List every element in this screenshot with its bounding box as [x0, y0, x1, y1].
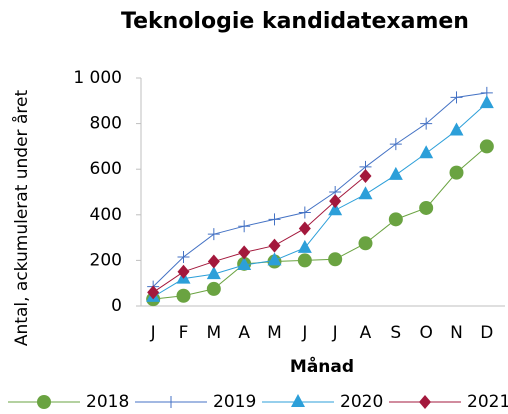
y-tick-label: 800: [90, 114, 122, 134]
data-point: [359, 169, 372, 184]
x-tick-label: J: [150, 323, 156, 343]
data-point: [328, 252, 343, 267]
data-point: [358, 186, 373, 200]
data-point: [237, 256, 252, 270]
data-point: [479, 95, 494, 109]
data-point: [206, 281, 221, 296]
data-point: [267, 252, 282, 266]
legend-label: 2021: [467, 392, 508, 412]
data-point: [389, 138, 402, 151]
y-tick-label: 0: [111, 296, 122, 316]
x-tick-label: F: [179, 323, 189, 343]
y-tick-label: 200: [90, 250, 122, 270]
y-axis-label: Antal, ackumulerat under året: [11, 90, 32, 347]
data-point: [268, 213, 281, 226]
data-point: [297, 253, 312, 268]
data-point: [177, 250, 190, 263]
data-point: [238, 245, 251, 260]
data-point: [479, 139, 494, 154]
data-point: [268, 238, 281, 253]
data-point: [207, 254, 220, 269]
data-point: [297, 239, 312, 253]
x-tick-label: M: [267, 323, 282, 343]
data-point: [388, 212, 403, 227]
legend-marker: [419, 395, 431, 409]
x-tick-label: J: [301, 323, 307, 343]
x-tick-label: M: [206, 323, 221, 343]
series-line: [152, 175, 366, 293]
data-point: [176, 288, 191, 303]
series-line: [153, 146, 488, 300]
data-point: [238, 220, 251, 233]
data-point: [298, 221, 311, 236]
x-tick-label: O: [419, 323, 432, 343]
chart-title: Teknologie kandidatexamen: [121, 9, 469, 34]
data-point: [298, 206, 311, 219]
data-point: [388, 166, 403, 180]
legend-marker: [165, 396, 177, 408]
legend-label: 2019: [213, 392, 256, 412]
x-tick-label: D: [480, 323, 493, 343]
data-point: [420, 117, 433, 130]
data-point: [449, 165, 464, 180]
x-tick-label: S: [390, 323, 401, 343]
x-tick-label: A: [238, 323, 250, 343]
legend-label: 2018: [86, 392, 129, 412]
legend-marker: [37, 395, 51, 409]
legend-marker: [291, 394, 305, 407]
x-tick-label: N: [450, 323, 463, 343]
data-point: [147, 285, 160, 300]
x-axis-label: Månad: [290, 355, 354, 377]
series-line: [152, 92, 487, 287]
data-point: [358, 236, 373, 251]
y-tick-label: 1 000: [73, 68, 122, 88]
data-point: [419, 145, 434, 159]
legend-label: 2020: [340, 392, 383, 412]
data-point: [177, 264, 190, 279]
data-point: [450, 91, 463, 104]
y-tick-label: 400: [90, 205, 122, 225]
x-tick-label: A: [360, 323, 372, 343]
data-point: [449, 122, 464, 136]
data-point: [206, 266, 221, 280]
data-point: [328, 202, 343, 216]
x-tick-label: J: [332, 323, 338, 343]
series-line: [152, 102, 488, 298]
data-point: [329, 194, 342, 209]
data-point: [419, 200, 434, 215]
data-point: [207, 228, 220, 241]
y-tick-label: 600: [90, 159, 122, 179]
